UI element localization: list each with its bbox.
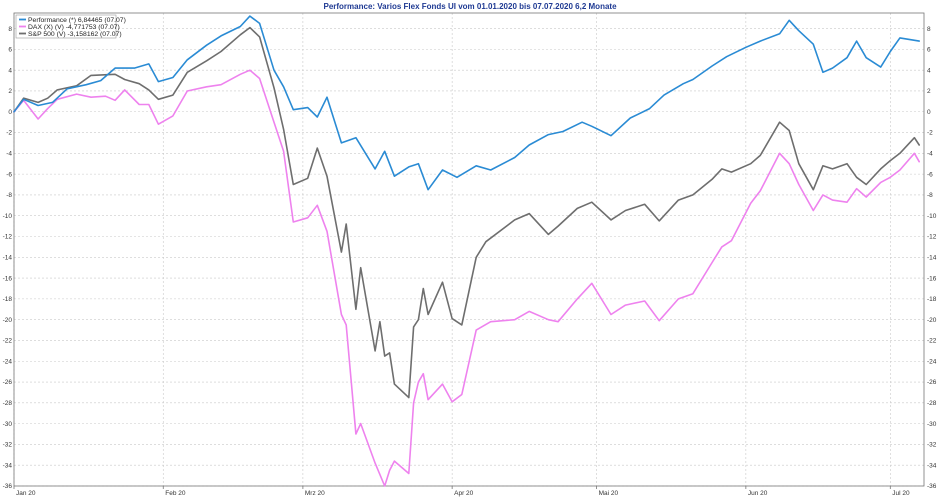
y-tick-label: -16 <box>927 275 937 282</box>
y-tick-label: -36 <box>3 483 13 490</box>
y-tick-label: -24 <box>3 358 13 365</box>
y-tick-label: -16 <box>3 275 13 282</box>
y-tick-label: -28 <box>3 400 13 407</box>
x-tick-label: Jul 20 <box>892 490 910 497</box>
y-tick-label: -12 <box>3 234 13 241</box>
y-tick-label: -14 <box>3 254 13 261</box>
series-line-0 <box>13 15 921 191</box>
y-tick-label: 4 <box>927 67 931 74</box>
y-tick-label: -6 <box>927 171 933 178</box>
y-tick-label: -18 <box>3 296 13 303</box>
x-tick-label: Jan 20 <box>16 490 36 497</box>
y-tick-label: 8 <box>927 26 931 33</box>
x-tick-label: Jun 20 <box>748 490 768 497</box>
y-tick-label: -26 <box>3 379 13 386</box>
y-tick-label: 4 <box>8 67 12 74</box>
legend-entry: S&P 500 (V) -3,158162 (07.07) <box>28 31 122 38</box>
y-tick-label: -26 <box>927 379 937 386</box>
y-tick-label: -10 <box>927 213 937 220</box>
legend: Performance (*) 6,84465 (07.07)DAX (X) (… <box>15 14 126 39</box>
y-tick-label: -10 <box>3 213 13 220</box>
chart-title: Performance: Varios Flex Fonds UI vom 01… <box>323 2 617 11</box>
y-tick-label: -8 <box>927 192 933 199</box>
x-tick-label: Apr 20 <box>454 490 474 497</box>
y-tick-label: -2 <box>6 130 12 137</box>
y-axis-left-ticks: 8 6 4 2 0 -2 -4 -6 -8 -10 -12 -14 -16 -18 -20 -22 -24 -26… <box>3 26 13 490</box>
x-axis-ticks: Jan 20 Feb 20 Mrz 20 Apr 20 Mai 20 Jun 20 Jul … <box>13 486 910 497</box>
y-tick-label: 0 <box>8 109 12 116</box>
series-line-1 <box>13 69 921 487</box>
series-line-2 <box>13 26 921 399</box>
legend-box <box>15 14 117 39</box>
x-tick-label: Mrz 20 <box>305 490 325 497</box>
y-tick-label: -6 <box>6 171 12 178</box>
y-tick-label: -34 <box>927 462 937 469</box>
y-tick-label: -24 <box>927 358 937 365</box>
y-tick-label: -22 <box>927 338 937 345</box>
y-tick-label: -4 <box>927 151 933 158</box>
y-tick-label: -20 <box>927 317 937 324</box>
y-tick-label: -30 <box>927 421 937 428</box>
y-tick-label: -2 <box>927 130 933 137</box>
legend-entry: DAX (X) (V) -4,771753 (07.07) <box>28 24 120 31</box>
y-tick-label: -8 <box>6 192 12 199</box>
y-tick-label: -36 <box>927 483 937 490</box>
y-tick-label: 6 <box>927 47 931 54</box>
x-tick-label: Feb 20 <box>165 490 186 497</box>
y-tick-label: 8 <box>8 26 12 33</box>
y-tick-label: -30 <box>3 421 13 428</box>
y-tick-label: -20 <box>3 317 13 324</box>
y-tick-label: -4 <box>6 151 12 158</box>
y-tick-label: 2 <box>8 88 12 95</box>
y-tick-label: -32 <box>927 442 937 449</box>
series-lines <box>13 15 921 487</box>
y-tick-label: -32 <box>3 442 13 449</box>
y-tick-label: -28 <box>927 400 937 407</box>
y-tick-label: 6 <box>8 47 12 54</box>
y-tick-label: -34 <box>3 462 13 469</box>
y-tick-label: -12 <box>927 234 937 241</box>
y-tick-label: -14 <box>927 254 937 261</box>
legend-entry: Performance (*) 6,84465 (07.07) <box>28 17 126 24</box>
y-tick-label: -22 <box>3 338 13 345</box>
y-tick-label: 2 <box>927 88 931 95</box>
plot-frame <box>13 12 925 487</box>
x-tick-label: Mai 20 <box>599 490 619 497</box>
y-tick-label: 0 <box>927 109 931 116</box>
y-axis-right-ticks: 8 6 4 2 0 -2 -4 -6 -8 -10 -12 -14 -16 -18 -20 -22 -24 -26… <box>927 26 937 490</box>
y-tick-label: -18 <box>927 296 937 303</box>
